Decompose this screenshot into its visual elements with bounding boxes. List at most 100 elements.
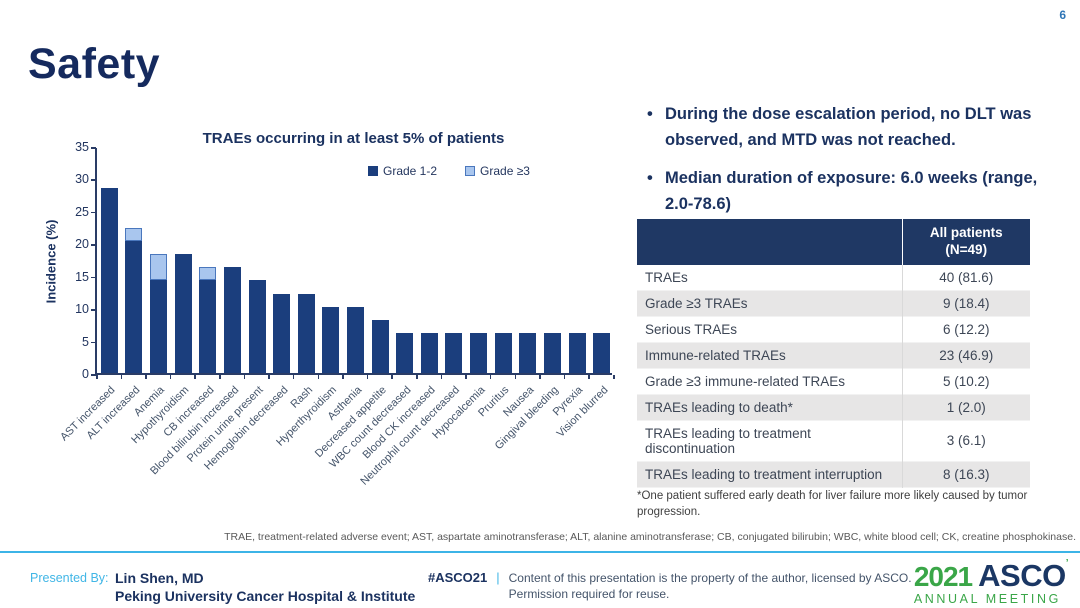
bar-grade-1-2	[297, 293, 315, 373]
table-row-label: Serious TRAEs	[645, 321, 738, 337]
table-row-label: Grade ≥3 TRAEs	[645, 295, 748, 311]
table-row-label: TRAEs leading to treatment interruption	[645, 466, 883, 482]
y-tick-label: 0	[82, 367, 89, 381]
table-row-value: 6 (12.2)	[901, 316, 1030, 343]
x-tick-mark	[366, 375, 369, 379]
bar-grade-1-2	[347, 306, 364, 373]
bar-grade-1-2	[445, 333, 463, 373]
bar-grade-1-2	[174, 253, 192, 373]
bar-grade-1-2	[199, 280, 217, 373]
page-number: 6	[1059, 8, 1066, 22]
bar-grade-1-2	[420, 333, 438, 373]
x-tick-mark	[194, 375, 196, 379]
table-row-value: 3 (6.1)	[901, 420, 1030, 462]
chart-legend: Grade 1-2 Grade ≥3	[368, 164, 530, 178]
asco-logo-trademark: ’	[1065, 558, 1069, 569]
table-header-row: All patients (N=49)	[637, 219, 1030, 265]
y-tick-mark	[91, 179, 96, 181]
legend-swatch-grade-ge3	[465, 166, 476, 176]
bar-grade-1-2	[568, 333, 586, 373]
x-tick-mark	[440, 375, 443, 379]
x-tick-mark	[317, 375, 320, 379]
y-tick-mark	[91, 309, 96, 311]
x-tick-mark	[268, 375, 270, 379]
y-tick-label: 15	[75, 269, 89, 284]
asco-logo: 2021 ASCO’ ANNUAL MEETING	[913, 558, 1069, 606]
plot-area: 0 5 10 15 20 25 30 35 AST increased ALT increased…	[58, 140, 615, 488]
footer-divider-line	[0, 551, 1080, 553]
table-header-empty-cell	[637, 219, 902, 265]
license-block: #ASCO21 | Content of this presentation i…	[428, 570, 912, 602]
y-tick-label: 5	[82, 334, 89, 349]
table-row-value: 9 (18.4)	[901, 290, 1030, 317]
asco-logo-event: ANNUAL MEETING	[913, 592, 1061, 606]
bar-grade-1-2	[371, 319, 389, 373]
table-row-value: 1 (2.0)	[901, 394, 1030, 421]
bullet-exposure: Median duration of exposure: 6.0 weeks (…	[645, 166, 1070, 217]
x-tick-mark	[342, 375, 344, 379]
bar-grade-1-2	[470, 333, 488, 373]
abbreviations-line: TRAE, treatment-related adverse event; A…	[224, 531, 1076, 543]
x-tick-mark	[96, 375, 98, 379]
bar-grade-1-2	[322, 306, 340, 373]
asco-logo-top: 2021 ASCO’	[914, 558, 1069, 594]
x-tick-mark	[539, 375, 541, 379]
x-tick-mark	[169, 375, 172, 379]
x-tick-mark	[243, 375, 246, 379]
presenter-name: Lin Shen, MD	[115, 570, 204, 586]
x-tick-mark	[613, 375, 615, 379]
y-tick-label: 25	[75, 204, 89, 219]
table-row: TRAEs leading to treatment interruption 8…	[637, 461, 1030, 488]
x-tick-mark	[588, 375, 590, 379]
legend-label: Grade 1-2	[383, 164, 438, 178]
table-row: TRAEs 40 (81.6)	[637, 264, 1030, 291]
table-row-label: Immune-related TRAEs	[645, 347, 786, 363]
chart-title: TRAEs occurring in at least 5% of patien…	[202, 130, 505, 147]
x-tick-mark	[514, 375, 517, 379]
bar-grade-1-2	[396, 333, 414, 373]
table-row: TRAEs leading to death* 1 (2.0)	[637, 394, 1030, 421]
license-text: Content of this presentation is the prop…	[508, 571, 912, 602]
x-tick-mark	[416, 375, 418, 379]
slide-title: Safety	[28, 40, 161, 88]
table-row-label: TRAEs leading to death*	[645, 399, 793, 415]
table-row: TRAEs leading to treatment discontinuati…	[637, 420, 1030, 462]
x-tick-mark	[489, 375, 492, 379]
table-row-value: 40 (81.6)	[901, 264, 1030, 291]
legend-item-grade-ge3: Grade ≥3	[465, 164, 530, 178]
table-row-value: 23 (46.9)	[901, 342, 1030, 369]
bar-grade-1-2	[248, 280, 266, 373]
x-tick-mark	[219, 375, 221, 379]
table-row: Grade ≥3 immune-related TRAEs 5 (10.2)	[637, 368, 1030, 395]
bar-grade-1-2	[223, 267, 241, 373]
hashtag: #ASCO21	[428, 570, 488, 585]
y-tick-mark	[91, 211, 96, 214]
bar-grade-ge3	[199, 267, 217, 281]
bar-grade-1-2	[125, 240, 143, 373]
bar-grade-1-2	[100, 187, 118, 373]
pipe-separator: |	[496, 570, 500, 585]
table-row-value: 8 (16.3)	[901, 461, 1030, 488]
trae-summary-table: All patients (N=49) TRAEs 40 (81.6) Grade …	[637, 219, 1030, 488]
bar-grade-ge3	[125, 227, 143, 241]
asco-logo-org: ASCO’	[978, 558, 1069, 593]
y-tick-label: 20	[75, 237, 89, 252]
x-tick-mark	[292, 375, 295, 379]
presented-by-label: Presented By:	[30, 571, 109, 585]
bar-grade-1-2	[273, 293, 291, 373]
table-row-label: TRAEs	[645, 269, 688, 285]
bullet-dlt-mtd: During the dose escalation period, no DL…	[645, 102, 1070, 153]
legend-item-grade-1-2: Grade 1-2	[368, 164, 437, 178]
table-row-value: 5 (10.2)	[901, 368, 1030, 395]
x-tick-mark	[145, 375, 147, 379]
table-row-label: Grade ≥3 immune-related TRAEs	[645, 373, 845, 389]
y-tick-mark	[91, 341, 96, 344]
table-row: Immune-related TRAEs 23 (46.9)	[637, 342, 1030, 369]
bar-grade-1-2	[593, 333, 611, 373]
table-row: Serious TRAEs 6 (12.2)	[637, 316, 1030, 343]
x-tick-mark	[563, 375, 566, 379]
y-tick-mark	[91, 244, 96, 246]
presenter-block: Lin Shen, MD Peking University Cancer Ho…	[115, 569, 415, 605]
legend-swatch-grade-1-2	[368, 166, 378, 176]
